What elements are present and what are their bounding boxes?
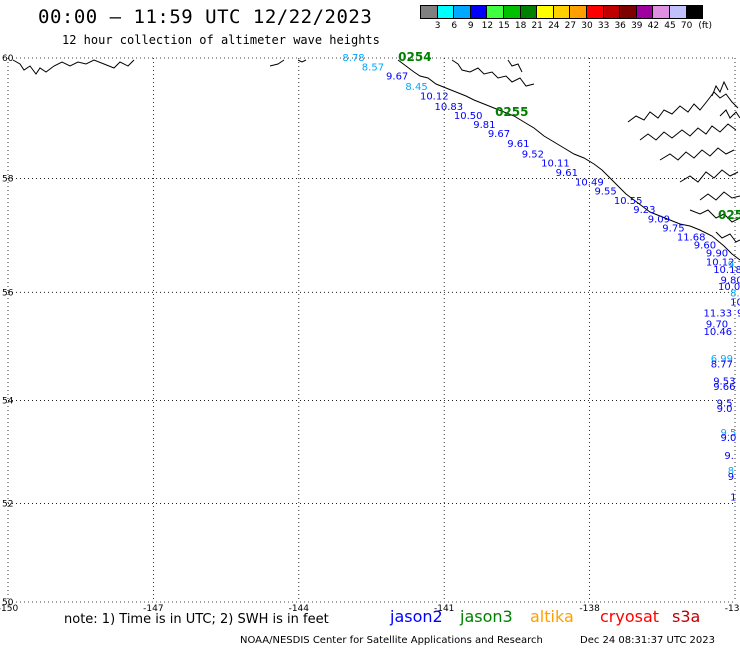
color-legend [420,5,704,19]
wave-height-label: 9.23 [633,205,655,216]
wave-height-label: 10.18 [713,265,740,276]
legend-label: 3 [434,21,441,31]
wave-height-label: 11.68 [677,233,706,244]
legend-unit: (ft) [698,21,712,31]
map-gridlines [7,57,736,603]
longitude-tick-label: -144 [289,604,310,614]
wave-height-label: 9.52 [522,149,544,160]
wave-height-label: 9 [737,309,740,320]
wave-height-label: 10.46 [703,327,732,338]
map-subtitle: 12 hour collection of altimeter wave hei… [62,33,380,47]
wave-height-label: 9.61 [507,139,529,150]
wave-height-labels: 8.788.579.678.4510.1210.8310.509.819.679… [342,53,740,503]
wave-height-label: 9.67 [488,129,510,140]
legend-label: 15 [498,21,510,31]
wave-height-label: 9.0 [717,404,733,415]
satellite-legend-cryosat: cryosat [600,607,660,626]
latitude-tick-label: 56 [2,288,14,298]
latitude-tick-label: 52 [2,499,13,509]
wave-height-label: 8.5 [730,289,740,300]
legend-label: 33 [597,21,610,31]
wave-height-label: 9 [728,472,734,483]
wave-height-label: 9.60 [694,241,716,252]
map-title: 00:00 – 11:59 UTC 12/22/2023 [38,6,373,28]
legend-label: 6 [451,21,458,31]
latitude-tick-label: 58 [2,174,14,184]
wave-height-label: 10.55 [614,196,643,207]
wave-height-label: 9.70 [728,260,740,271]
wave-height-label: 9.80 [720,275,740,286]
wave-height-label: 9.53 [713,377,735,388]
credit-line: NOAA/NESDIS Center for Satellite Applica… [240,635,543,646]
satellite-legend-altika: altika [530,607,574,626]
legend-label: 36 [614,21,626,31]
wave-height-label: 9.81 [473,120,495,131]
wave-height-label: 9.5 [717,399,733,410]
legend-label: 21 [531,21,543,31]
wave-height-label: 9.66 [713,382,735,393]
wave-height-label: 9.70 [706,319,728,330]
wave-height-label: 11.33 [703,309,732,320]
longitude-tick-label: -135 [725,604,740,614]
wave-height-label: 9.5 [720,428,736,439]
legend-label: 30 [581,21,593,31]
wave-height-label: 9.55 [594,187,616,198]
wave-height-label: 10.49 [575,177,604,188]
wave-height-label: 8.57 [362,62,384,73]
wave-height-label: 8.77 [711,359,733,370]
generated-timestamp: Dec 24 08:31:37 UTC 2023 [580,635,715,646]
pass-time-label: 0256 [718,208,740,222]
pass-time-label: 0255 [495,105,528,119]
longitude-tick-label: -138 [579,604,600,614]
legend-label: 27 [564,21,577,31]
latitude-tick-label: 54 [2,396,14,406]
latitude-tick-label: 60 [2,54,14,64]
wave-height-label: 9.0 [720,433,736,444]
wave-height-label: 9.09 [648,214,670,225]
wave-height-label: 10.83 [435,102,464,113]
legend-label: 24 [548,21,560,31]
longitude-tick-label: -147 [143,604,163,614]
wave-height-label: 10.11 [541,159,570,170]
satellite-legend-jason3: jason3 [460,607,513,626]
wave-height-label: 9.90 [706,249,728,260]
pass-time-labels: 0254 0255 0256 [398,50,740,222]
wave-height-label: 8.45 [405,82,427,93]
wave-height-label: 10.12 [420,92,449,103]
latitude-tick-label: 50 [2,598,14,608]
wave-height-label: 10.00 [718,282,740,293]
longitude-tick-label: -141 [434,604,454,614]
legend-label: 18 [514,21,527,31]
longitude-tick-label: -150 [0,604,18,614]
legend-label: 42 [647,21,660,31]
legend-label: 9 [467,21,474,31]
wave-height-label: 9.75 [662,224,684,235]
wave-height-label: 10.50 [454,111,483,122]
axis-labels: -150 -147 -144 -141 -138 -135 60 58 56 54 52 50 [0,54,740,614]
wave-height-label: 9.61 [556,168,578,179]
satellite-legend-s3a: s3a [672,607,701,626]
legend-swatch [685,5,704,19]
legend-label: 45 [664,21,676,31]
wave-height-label: 8 [728,466,734,477]
wave-height-label: 1 [730,492,736,503]
wave-height-label: 6.99 [711,354,733,365]
wave-height-label: 8.78 [342,53,364,64]
wave-height-label: 9.67 [386,72,408,83]
pass-time-label: 0254 [398,50,431,64]
legend-label: 39 [631,21,643,31]
color-legend-labels: 3 6 9 12 15 18 21 24 27 30 33 36 39 42 45 70 (ft) [421,21,740,33]
coastline [12,59,740,261]
legend-label: 12 [481,21,494,31]
wave-height-label: 9. [724,451,734,462]
footer-note: note: 1) Time is in UTC; 2) SWH is in fe… [64,612,329,627]
legend-label: 70 [680,21,693,31]
wave-height-label: 10.12 [706,258,735,269]
satellite-legend-jason2: jason2 [390,607,443,626]
wave-height-label: 10 [730,298,740,309]
